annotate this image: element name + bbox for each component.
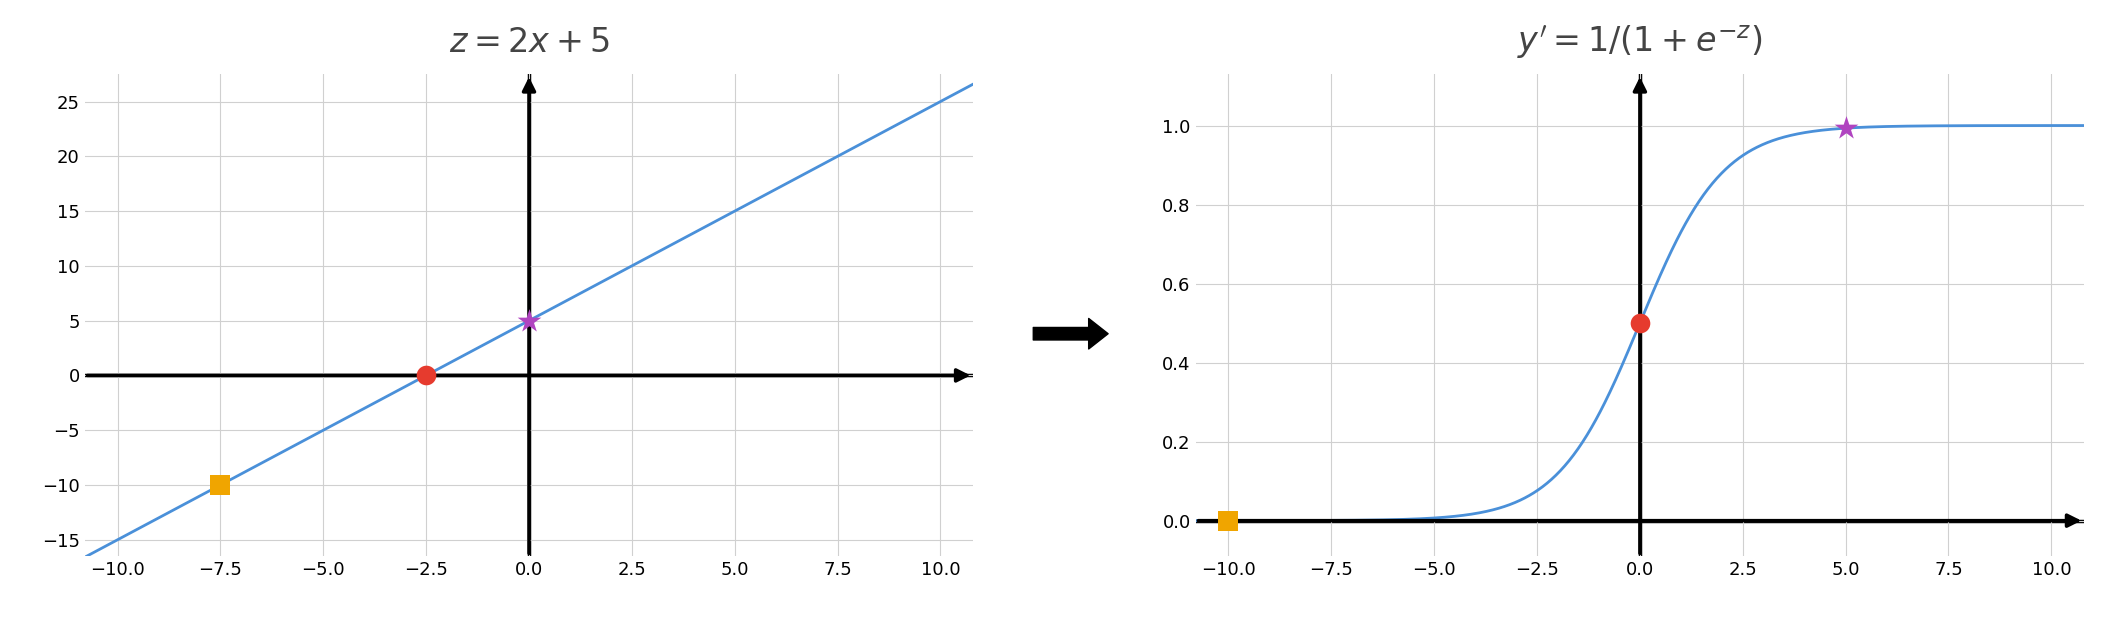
Title: $z = 2x + 5$: $z = 2x + 5$	[449, 26, 609, 59]
Point	[512, 316, 546, 326]
Point	[1212, 515, 1246, 525]
Point	[1623, 318, 1657, 328]
Point	[1828, 123, 1862, 133]
Point	[408, 370, 442, 380]
Title: $y' = 1 / (1 + e^{-z})$: $y' = 1 / (1 + e^{-z})$	[1517, 23, 1763, 61]
Point	[203, 480, 237, 490]
